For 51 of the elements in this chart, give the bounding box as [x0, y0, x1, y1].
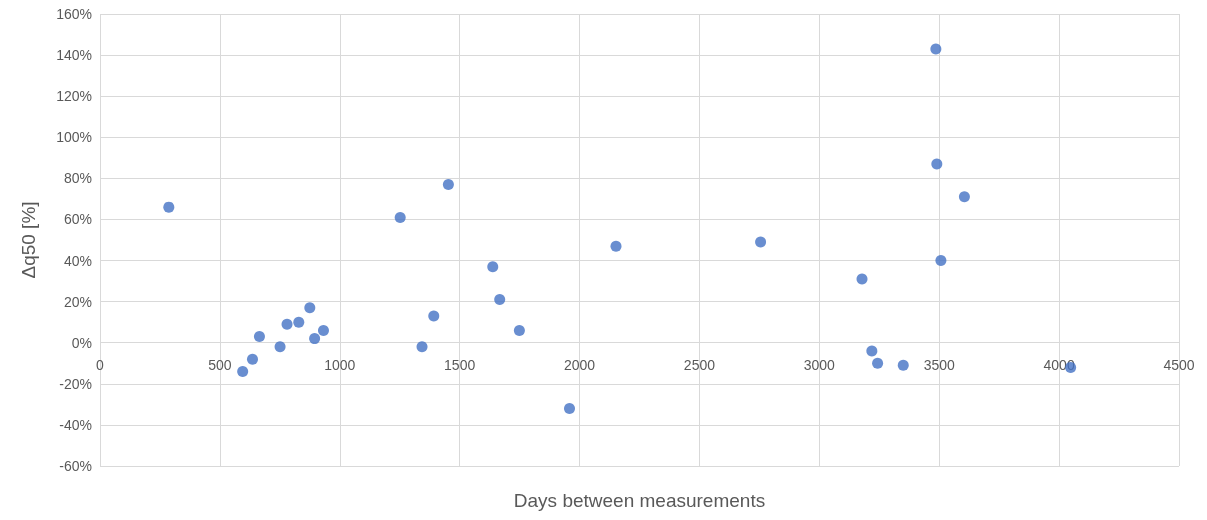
y-tick-label: 100%	[56, 129, 92, 146]
y-tick-label: 80%	[63, 170, 92, 187]
point	[487, 261, 499, 273]
point	[293, 316, 305, 328]
x-tick-label: 3000	[803, 357, 836, 373]
y-tick-label: -60%	[59, 458, 92, 474]
point	[274, 341, 286, 353]
x-tick-label: 1500	[444, 357, 476, 373]
point	[866, 345, 878, 357]
point	[872, 357, 884, 369]
y-tick-label: -20%	[59, 375, 92, 392]
point	[610, 240, 622, 252]
point	[304, 302, 316, 314]
point	[564, 402, 575, 414]
y-tick-label: -40%	[59, 416, 92, 433]
x-tick-label: 3500	[923, 357, 955, 373]
y-axis-title: Δq50 [%]	[18, 201, 39, 279]
y-tick-label: 140%	[56, 47, 92, 64]
x-tick-label: 1000	[324, 357, 356, 373]
point	[237, 365, 249, 377]
x-axis-title: Days between measurements	[513, 490, 766, 511]
x-tick-label: 2500	[683, 357, 716, 373]
point	[755, 236, 767, 248]
point	[281, 318, 293, 330]
x-tick-label: 500	[208, 357, 232, 373]
y-tick-label: 60%	[63, 211, 92, 228]
point	[513, 324, 525, 336]
point	[253, 331, 265, 343]
y-tick-label: 20%	[63, 293, 92, 310]
point	[958, 191, 970, 203]
point	[931, 158, 943, 170]
point	[247, 353, 258, 365]
point	[416, 341, 428, 353]
point	[494, 294, 506, 306]
x-tick-label: 2000	[563, 357, 596, 373]
point	[897, 359, 909, 371]
point	[309, 333, 321, 345]
point	[442, 179, 454, 191]
point	[856, 273, 868, 285]
y-tick-label: 40%	[63, 252, 92, 269]
y-tick-label: 0%	[71, 334, 92, 351]
point	[394, 211, 406, 223]
point	[163, 201, 175, 213]
point	[317, 324, 329, 336]
y-tick-label: 120%	[56, 88, 92, 105]
y-tick-label: 160%	[56, 6, 92, 22]
point	[930, 43, 942, 55]
point	[428, 310, 440, 322]
x-tick-label: 0	[96, 357, 105, 373]
point	[935, 255, 947, 267]
x-tick-label: 4500	[1163, 357, 1195, 373]
